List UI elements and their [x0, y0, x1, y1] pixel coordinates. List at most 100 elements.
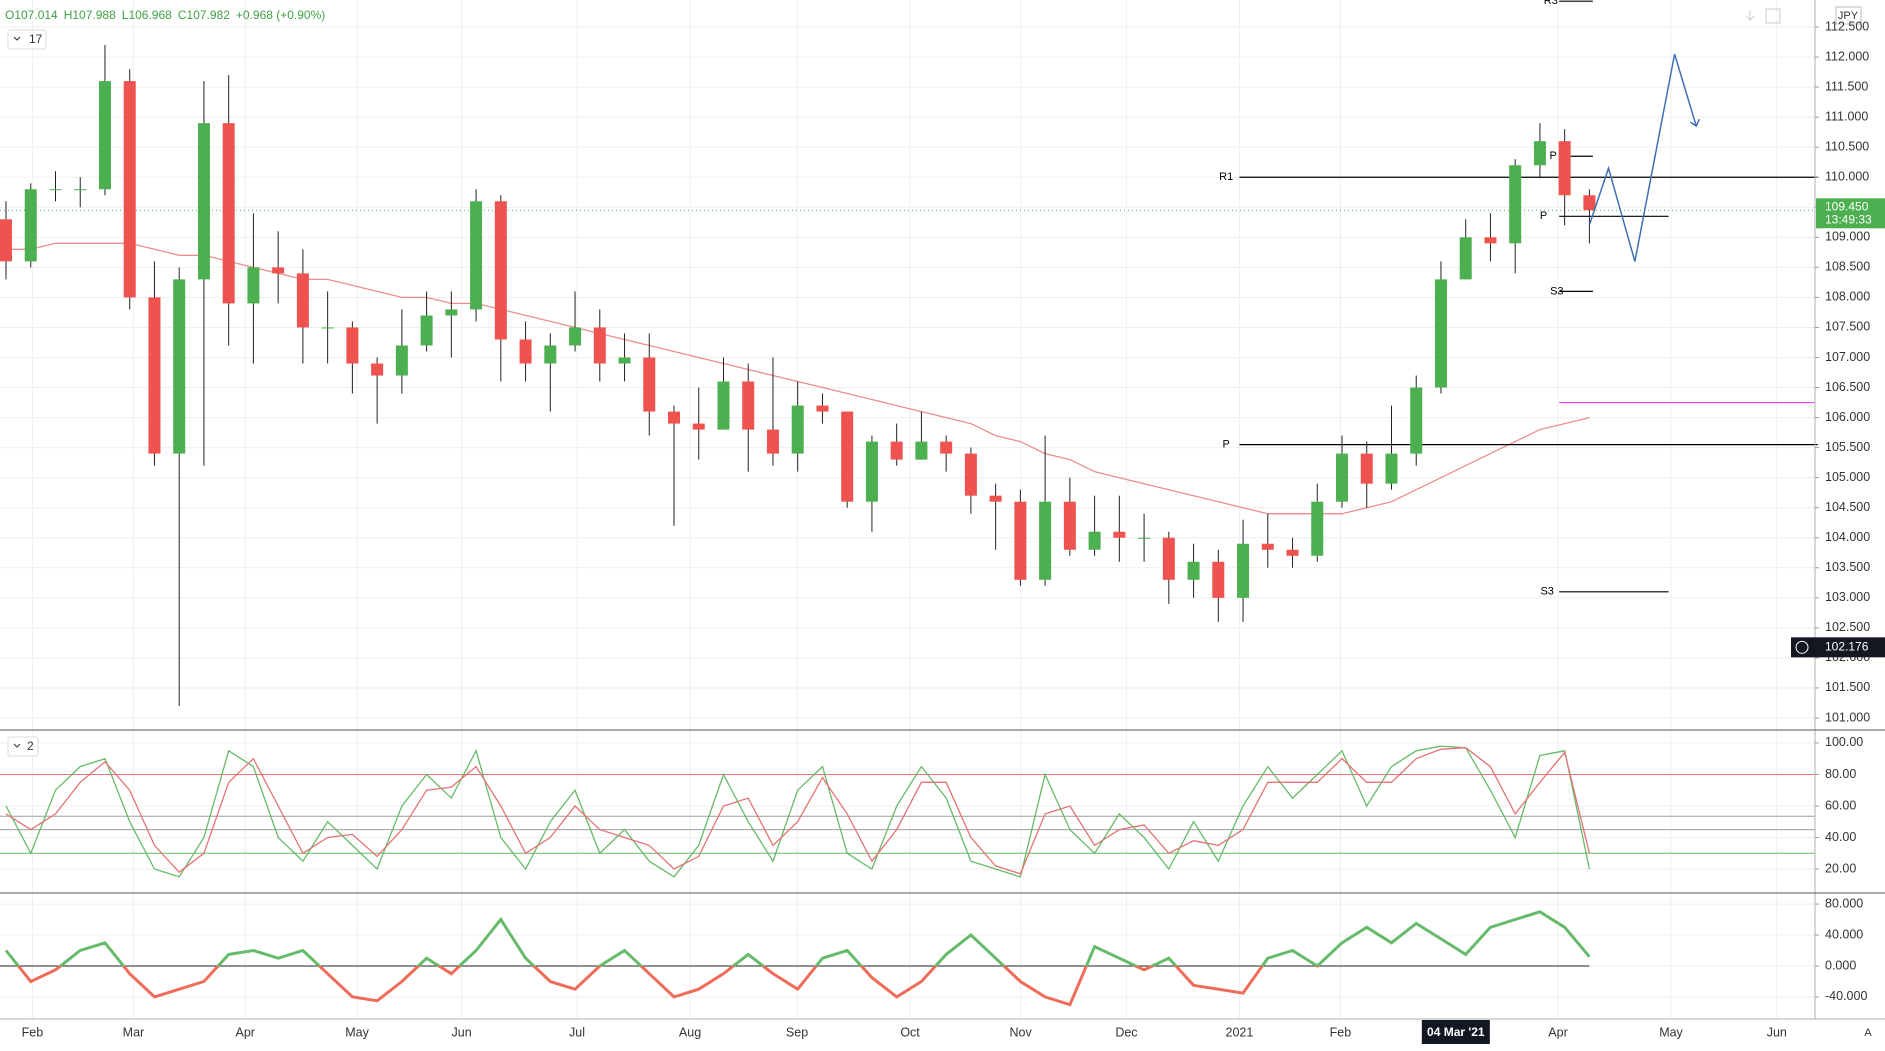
candle-body: [296, 273, 309, 328]
x-tick-label: May: [345, 1025, 369, 1039]
candle-body: [247, 267, 260, 304]
mark-layer: R3 R1 P P P S3 S3: [0, 0, 1818, 1007]
candle-body: [1286, 549, 1299, 556]
y-tick-label: 108.500: [1825, 260, 1870, 274]
y-tick-label: 103.000: [1825, 590, 1870, 604]
pivot-label: R1: [1219, 171, 1233, 183]
candle-body: [1410, 387, 1423, 454]
ohlc-legend: +0.968 (+0.90%): [236, 8, 325, 22]
candle-body: [420, 315, 433, 346]
candle-body: [1113, 531, 1126, 538]
projection-arrowhead: [1689, 118, 1700, 128]
x-tick-label: Jun: [1767, 1025, 1787, 1039]
interval-box[interactable]: [7, 29, 47, 50]
candle-body: [0, 219, 13, 262]
cursor-price-box: [1791, 637, 1885, 658]
countdown-label: 13:49:33: [1825, 212, 1872, 226]
projection-path: [1588, 53, 1698, 262]
y-tick-label: 106.500: [1825, 380, 1870, 394]
candle-body: [1187, 561, 1200, 580]
y-tick-label: 112.000: [1825, 49, 1869, 63]
y-tick-label: 80.00: [1825, 767, 1856, 781]
pane-label: 2: [27, 739, 34, 753]
candle-body: [816, 405, 829, 412]
momentum-line-positive: [4, 910, 1591, 966]
y-tick-label: 108.000: [1825, 290, 1870, 304]
pivot-label: R3: [1544, 0, 1558, 7]
candle-body: [1014, 501, 1027, 580]
x-tick-label: Sep: [786, 1025, 808, 1039]
candle-body: [1385, 453, 1398, 484]
last-price-label: 109.450: [1825, 199, 1869, 213]
pivot-label: P: [1550, 150, 1557, 162]
candle-body: [272, 267, 285, 274]
candle-body: [74, 189, 87, 191]
candle-body: [395, 345, 408, 376]
x-tick-label: Apr: [236, 1025, 255, 1039]
candle-body: [1237, 543, 1250, 598]
candle-body: [544, 345, 557, 364]
x-tick-label: Jun: [452, 1025, 472, 1039]
icon-button[interactable]: [1765, 8, 1781, 24]
candle-body: [940, 441, 953, 454]
x-tick-label: Dec: [1115, 1025, 1137, 1039]
candle-body: [964, 453, 977, 496]
candle-body: [1261, 543, 1274, 550]
pivot-label: P: [1223, 439, 1230, 451]
x-tick-label: Apr: [1548, 1025, 1567, 1039]
currency-box: [1835, 6, 1862, 25]
x-tick-label: 2021: [1226, 1025, 1254, 1039]
moving-average: [6, 242, 1590, 515]
y-tick-label: 60.00: [1825, 798, 1856, 812]
y-tick-label: 104.500: [1825, 500, 1870, 514]
candle-body: [197, 123, 210, 280]
y-tick-label: 101.000: [1825, 710, 1870, 724]
candle-body: [470, 201, 483, 310]
x-tick-label: Jul: [569, 1025, 585, 1039]
crosshair-icon: [1795, 640, 1809, 654]
candle-body: [890, 441, 903, 460]
y-tick-label: 109.000: [1825, 230, 1870, 244]
y-tick-label: 112.500: [1825, 19, 1869, 33]
download-icon[interactable]: [1745, 10, 1755, 21]
candle-body: [841, 411, 854, 502]
ohlc-legend: O107.014: [5, 8, 58, 22]
y-tick-label: 107.500: [1825, 320, 1870, 334]
candle-body: [742, 381, 755, 430]
candle-body: [989, 495, 1002, 502]
x-tick-label: Nov: [1010, 1025, 1033, 1039]
pane-toggle[interactable]: [7, 736, 39, 757]
candle-body: [668, 411, 681, 424]
chevron: [13, 743, 21, 748]
candle-body: [519, 339, 532, 364]
ohlc-legend: C107.982: [178, 8, 230, 22]
currency-label: JPY: [1838, 10, 1859, 22]
candle-body: [346, 327, 359, 364]
pivot-label: S3: [1550, 285, 1563, 297]
candle-body: [1311, 501, 1324, 556]
y-tick-label: 110.500: [1825, 139, 1869, 153]
candle-body: [98, 81, 111, 190]
candle-body: [1558, 141, 1571, 196]
interval-label: 17: [29, 32, 43, 46]
candle-body: [1484, 237, 1497, 244]
oscillator-line: [5, 745, 1591, 878]
x-tick-label: Mar: [123, 1025, 145, 1039]
time-cursor-box: [1421, 1020, 1490, 1044]
candle-body: [569, 327, 582, 346]
y-tick-label: 20.00: [1825, 861, 1856, 875]
candle-body: [1039, 501, 1052, 580]
x-tick-label: Aug: [679, 1025, 701, 1039]
y-tick-label: 80.000: [1825, 896, 1863, 910]
candle-body: [148, 297, 161, 454]
candle-body: [692, 423, 705, 430]
candle-body: [24, 189, 37, 262]
y-tick-label: 102.500: [1825, 620, 1870, 634]
candle-body: [1138, 537, 1151, 539]
candle-body: [1533, 141, 1546, 166]
y-tick-label: 101.500: [1825, 680, 1870, 694]
ohlc-legend: H107.988: [64, 8, 116, 22]
cursor-price-label: 102.176: [1825, 639, 1869, 653]
